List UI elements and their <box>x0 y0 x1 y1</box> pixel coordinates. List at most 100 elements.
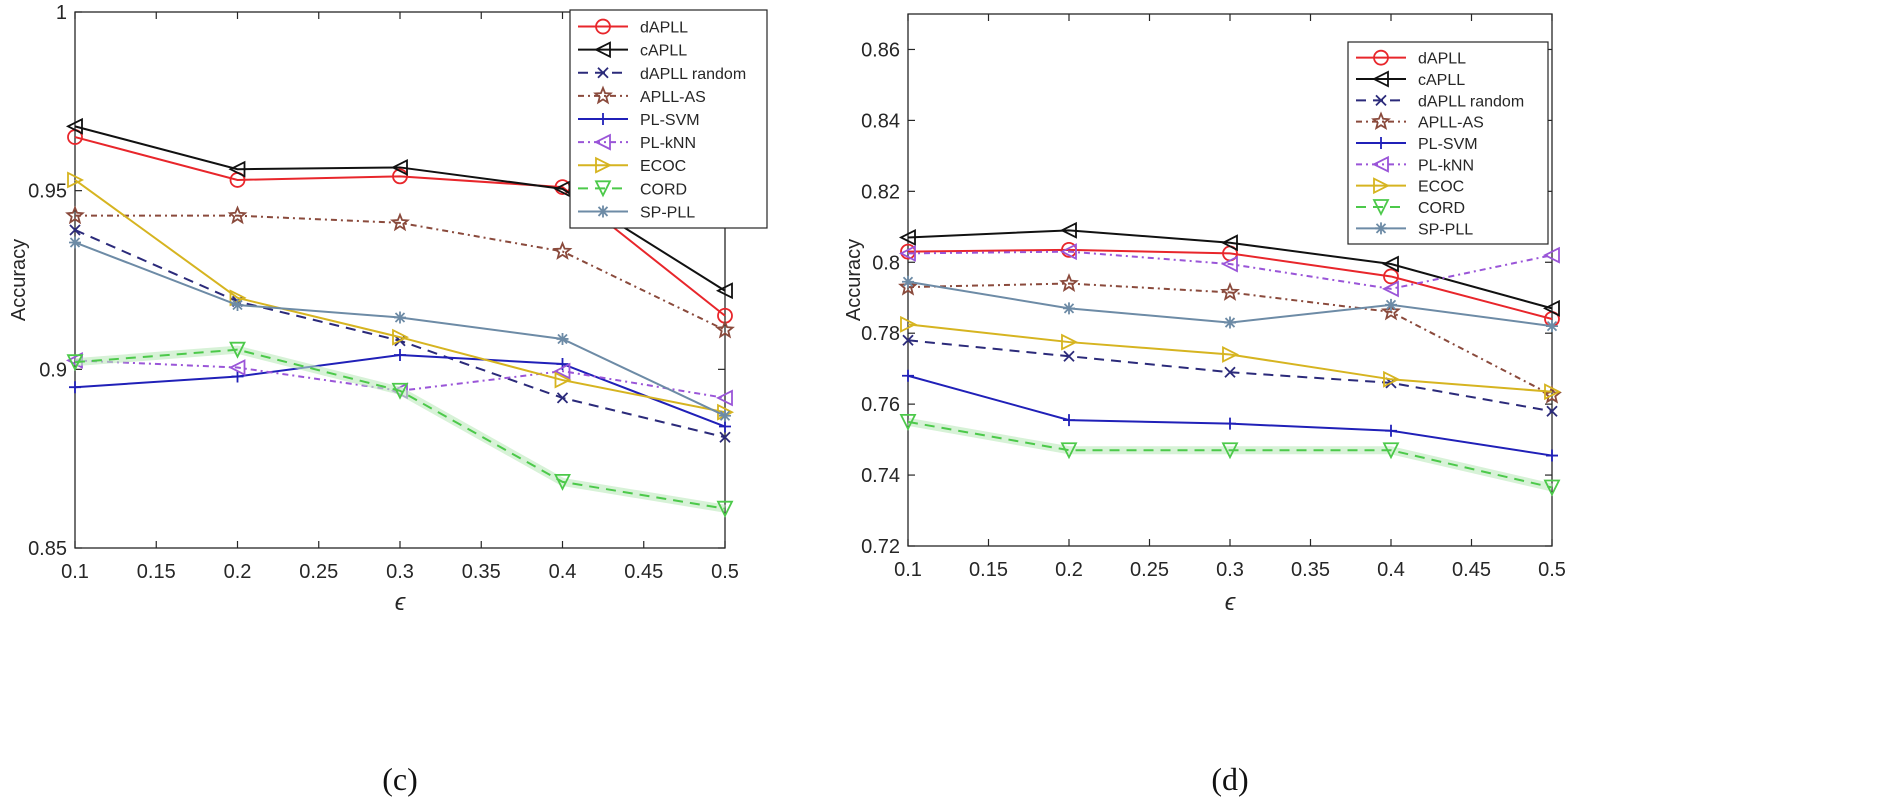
data-point <box>1546 449 1558 462</box>
panel-caption: (c) <box>382 761 418 797</box>
legend-marker <box>595 18 611 35</box>
x-tick-label: 0.3 <box>1216 559 1244 581</box>
data-point <box>716 500 734 518</box>
legend-item-dapll: dAPLL <box>1356 49 1466 68</box>
legend-item-cord: CORD <box>578 180 687 198</box>
x-tick-label: 0.45 <box>1452 559 1491 581</box>
data-point <box>1546 405 1558 417</box>
legend-item-capll: cAPLL <box>1356 70 1465 89</box>
data-point <box>1381 301 1401 321</box>
data-point <box>1543 479 1561 497</box>
legend-label: PL-SVM <box>640 112 700 129</box>
data-point <box>552 240 573 260</box>
series-capll <box>898 221 1560 317</box>
legend-marker <box>597 205 609 218</box>
data-point <box>1546 320 1558 333</box>
y-tick-label: 1 <box>56 2 67 24</box>
series-line <box>907 229 1553 310</box>
legend-item-pl-svm: PL-SVM <box>1356 136 1478 153</box>
data-point <box>229 341 246 359</box>
series-pl-svm <box>69 349 731 433</box>
legend-label: ECOC <box>640 158 686 175</box>
legend-item-pl-svm: PL-SVM <box>578 112 700 129</box>
legend-label: APLL-AS <box>640 89 706 106</box>
data-point <box>65 117 83 135</box>
legend-item-capll: cAPLL <box>578 41 687 60</box>
data-point <box>1059 273 1079 292</box>
legend-item-ecoc: ECOC <box>578 156 686 175</box>
y-tick-label: 0.82 <box>861 181 900 203</box>
legend-label: dAPLL random <box>640 66 746 83</box>
series-pl-svm <box>902 369 1558 462</box>
series-line <box>907 248 1553 320</box>
x-tick-label: 0.45 <box>624 561 663 583</box>
legend-label: dAPLL <box>1418 51 1466 68</box>
data-point <box>69 224 81 236</box>
series-line <box>74 136 726 317</box>
legend-marker <box>1375 222 1387 235</box>
y-tick-label: 0.85 <box>28 538 67 560</box>
legend-item-pl-knn: PL-kNN <box>578 133 696 152</box>
data-point <box>554 473 571 491</box>
legend-item-sp-pll: SP-PLL <box>1356 221 1473 238</box>
data-point <box>231 370 244 383</box>
legend-item-apll-as: APLL-AS <box>578 85 706 106</box>
legend-marker <box>594 180 612 198</box>
legend-marker <box>1375 137 1387 149</box>
x-tick-label: 0.1 <box>61 561 89 583</box>
data-point <box>556 332 569 345</box>
series-line <box>907 420 1553 489</box>
data-point <box>1220 281 1240 301</box>
data-point <box>390 212 410 232</box>
data-point <box>554 371 572 389</box>
data-point <box>394 311 406 324</box>
legend: dAPLL cAPLL dAPLL random APLL-AS PL-SVM PL-kN… <box>1347 41 1549 245</box>
series-line <box>75 214 726 331</box>
series-apll-as <box>65 205 735 339</box>
data-point <box>902 369 914 382</box>
y-tick-label: 0.95 <box>28 181 67 203</box>
data-point <box>227 205 248 225</box>
data-point <box>66 354 84 372</box>
chart-d: 0.1 0.15 0.2 0.25 0.3 0.35 0.4 0.45 0.5 0.72 0.74 0… <box>843 13 1566 797</box>
x-tick-label: 0.5 <box>1538 559 1566 581</box>
x-tick-label: 0.25 <box>1130 559 1169 581</box>
data-point <box>899 413 917 431</box>
legend-marker <box>593 41 611 59</box>
data-point <box>1063 302 1075 315</box>
data-point <box>1061 333 1079 351</box>
y-tick-label: 0.78 <box>861 323 900 345</box>
x-axis-label: ϵ <box>395 589 406 616</box>
y-tick-label: 0.8 <box>872 252 900 274</box>
data-point <box>1063 350 1075 362</box>
y-tick-label: 0.76 <box>861 394 900 416</box>
legend-marker <box>1373 49 1389 66</box>
data-point <box>65 205 85 225</box>
data-point <box>1224 417 1236 430</box>
data-point <box>1383 268 1399 285</box>
legend-item-dapll-random: dAPLL random <box>1356 93 1524 110</box>
data-point <box>1224 366 1236 378</box>
series-sp-pll <box>69 236 731 422</box>
legend-item-sp-pll: SP-PLL <box>578 204 695 221</box>
legend-label: PL-SVM <box>1418 136 1478 153</box>
data-point <box>902 334 914 346</box>
legend-marker <box>1375 94 1387 106</box>
x-tick-label: 0.1 <box>894 559 922 581</box>
data-point <box>719 431 731 443</box>
x-tick-label: 0.15 <box>969 559 1008 581</box>
x-tick-label: 0.15 <box>137 561 176 583</box>
y-tick-label: 0.72 <box>861 536 900 558</box>
legend-marker <box>593 85 613 105</box>
y-tick-label: 0.84 <box>861 110 900 132</box>
legend-marker <box>1371 70 1389 88</box>
data-point <box>228 160 246 178</box>
data-point <box>1222 346 1240 363</box>
data-point <box>1542 246 1560 264</box>
legend-label: SP-PLL <box>1418 221 1473 238</box>
legend-label: PL-kNN <box>1418 157 1474 174</box>
series-cord <box>66 341 734 518</box>
data-point <box>553 362 571 380</box>
legend-item-dapll: dAPLL <box>578 18 688 37</box>
legend-item-apll-as: APLL-AS <box>1356 111 1484 132</box>
